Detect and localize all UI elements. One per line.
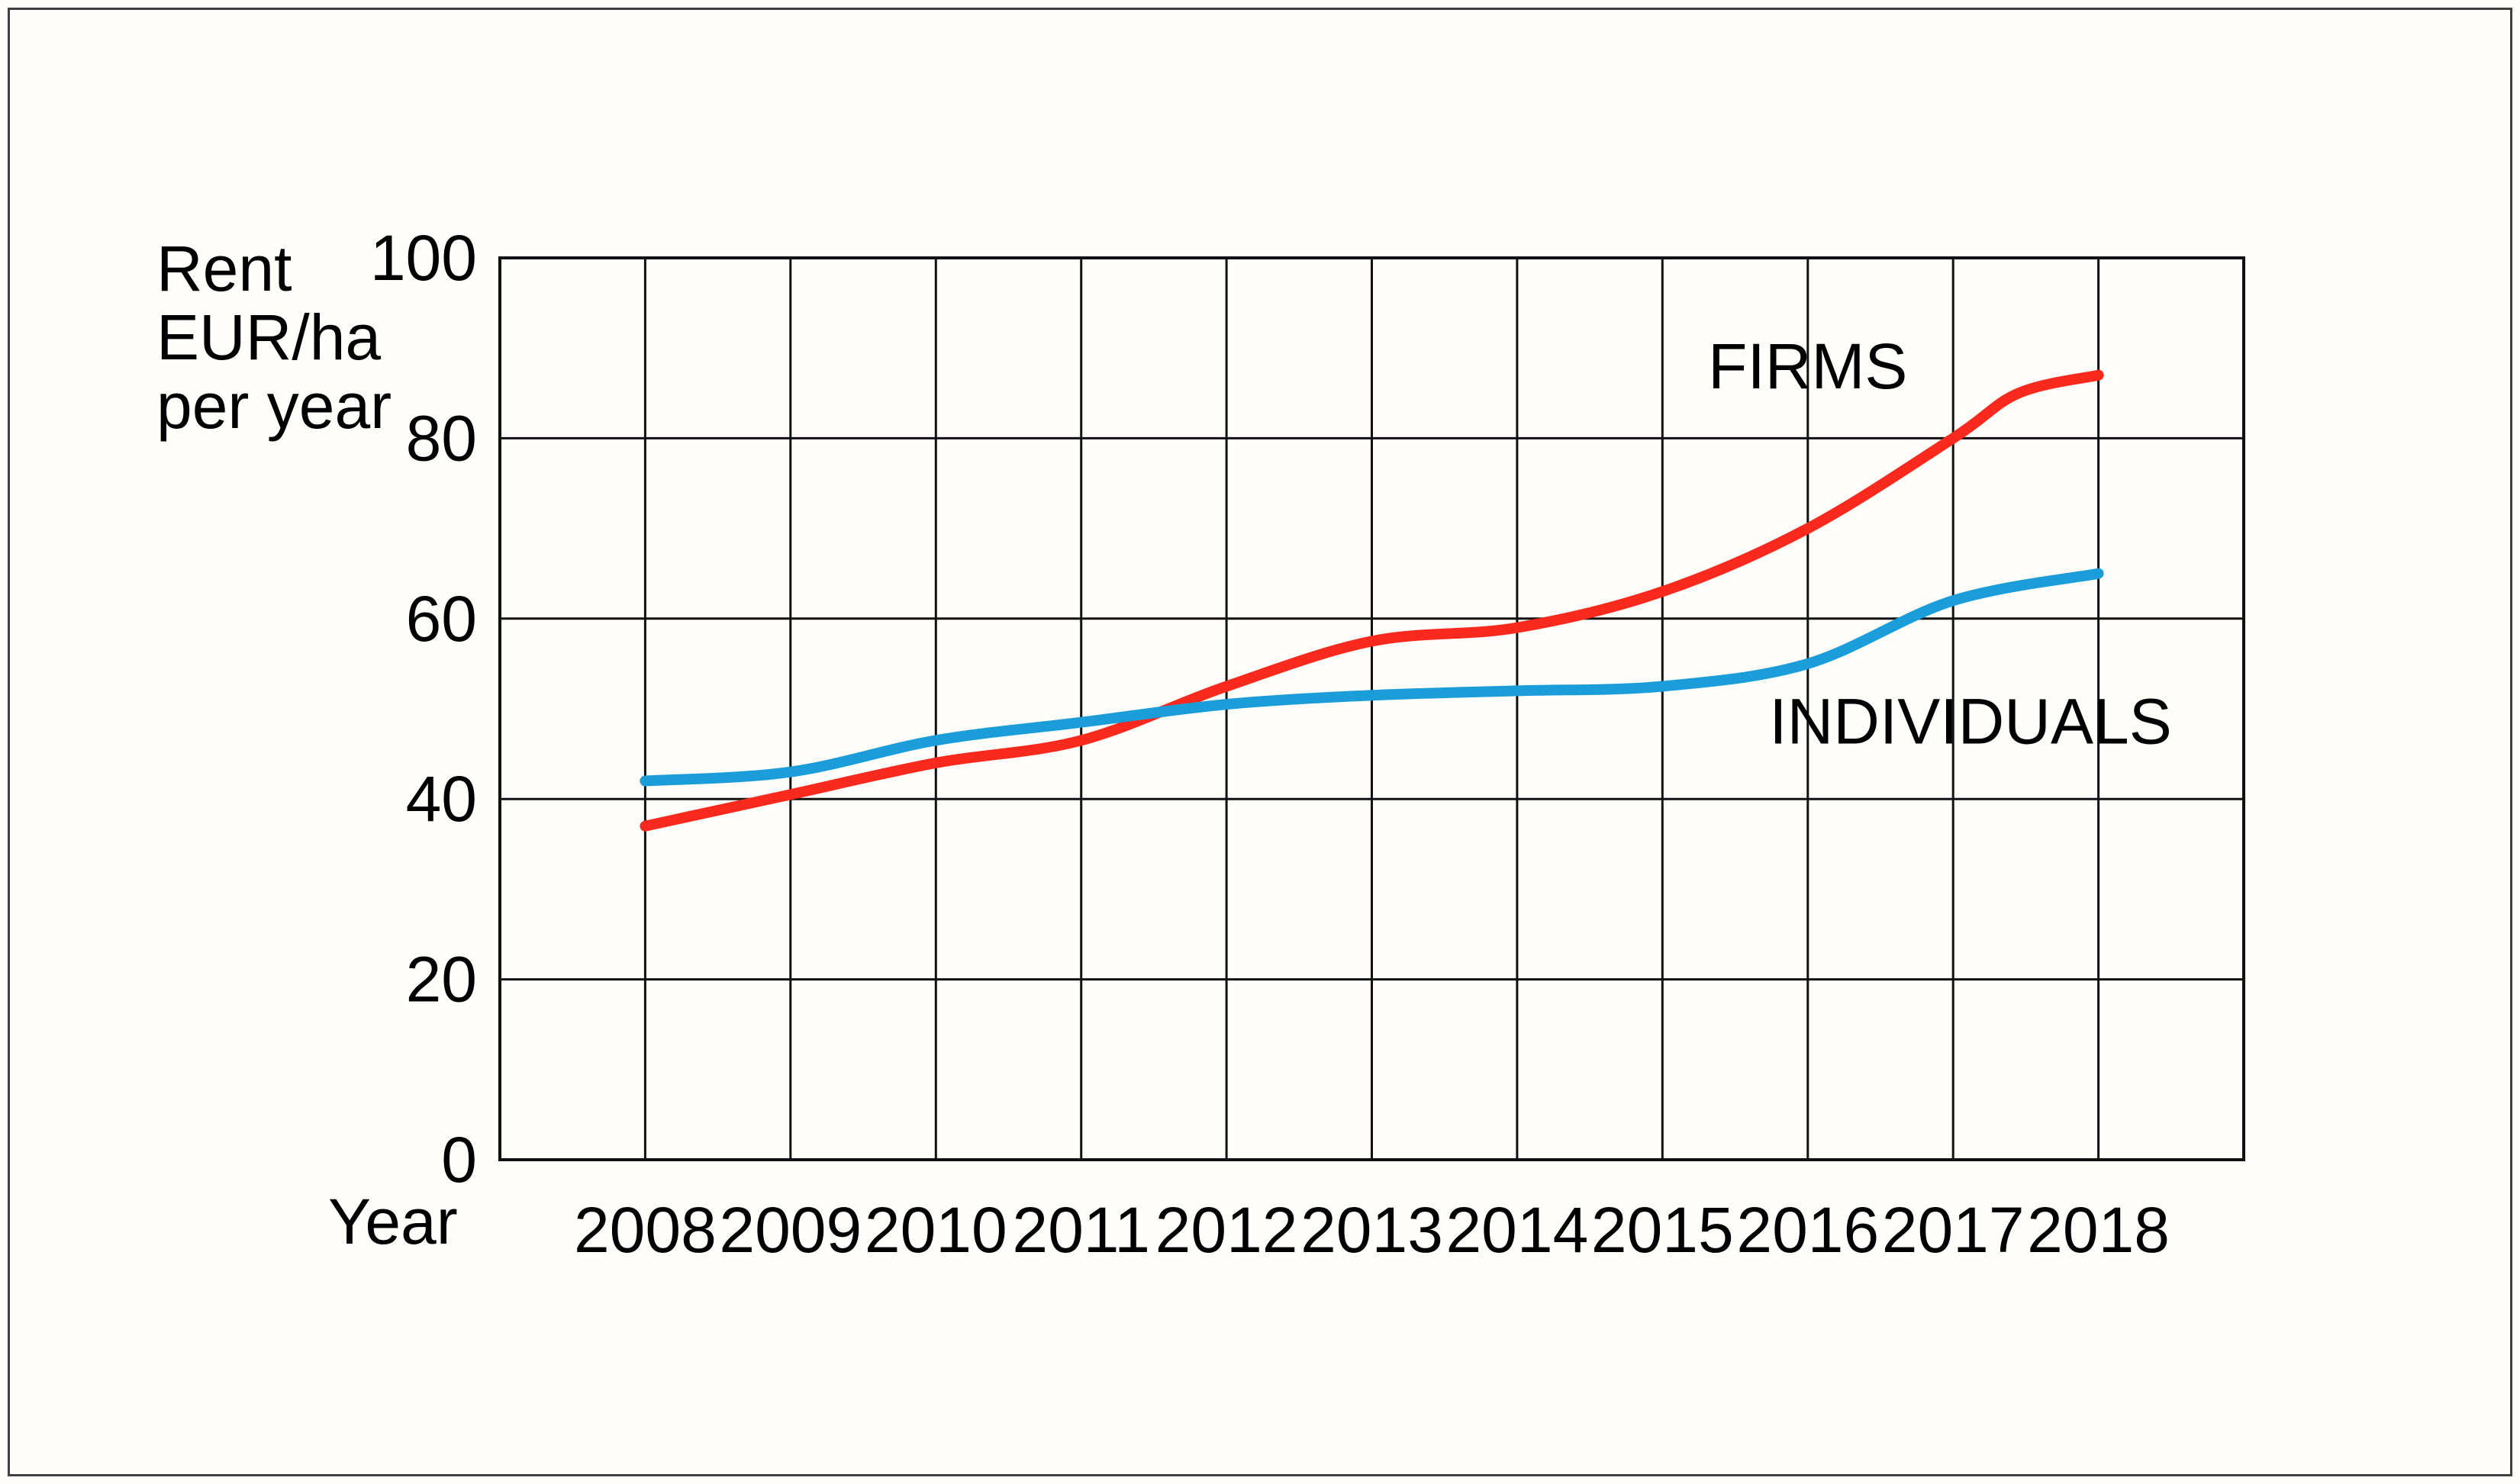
x-tick-label: 2008 [574, 1194, 717, 1266]
y-axis-title-line-2: EUR/ha [156, 301, 382, 373]
x-tick-label: 2016 [1736, 1194, 1879, 1266]
x-axis-title: Year [328, 1186, 458, 1257]
y-tick-label: 20 [406, 944, 477, 1016]
x-tick-label: 2012 [1155, 1194, 1298, 1266]
series-line-firms [640, 369, 2104, 832]
y-tick-label: 60 [406, 583, 477, 655]
y-tick-label: 100 [370, 222, 477, 294]
y-axis-title-line-1: Rent [156, 233, 292, 304]
x-tick-label: 2014 [1445, 1194, 1588, 1266]
series-line-individuals [640, 568, 2104, 787]
x-tick-label: 2017 [1882, 1194, 2025, 1266]
y-tick-label: 0 [441, 1124, 477, 1196]
x-tick-label: 2010 [865, 1194, 1007, 1266]
y-tick-label: 80 [406, 402, 477, 474]
series-label-individuals: INDIVIDUALS [1769, 686, 2171, 758]
series-label-firms: FIRMS [1708, 330, 1907, 402]
y-axis-title: Rent EUR/ha per year [156, 234, 392, 440]
x-tick-label: 2015 [1591, 1194, 1734, 1266]
plot-border [498, 256, 2245, 1161]
x-tick-label: 2009 [719, 1194, 862, 1266]
x-tick-label: 2013 [1300, 1194, 1443, 1266]
x-tick-label: 2018 [2027, 1194, 2170, 1266]
y-axis-title-line-3: per year [156, 370, 392, 442]
x-tick-label: 2011 [1012, 1194, 1150, 1266]
y-tick-label: 40 [406, 763, 477, 835]
